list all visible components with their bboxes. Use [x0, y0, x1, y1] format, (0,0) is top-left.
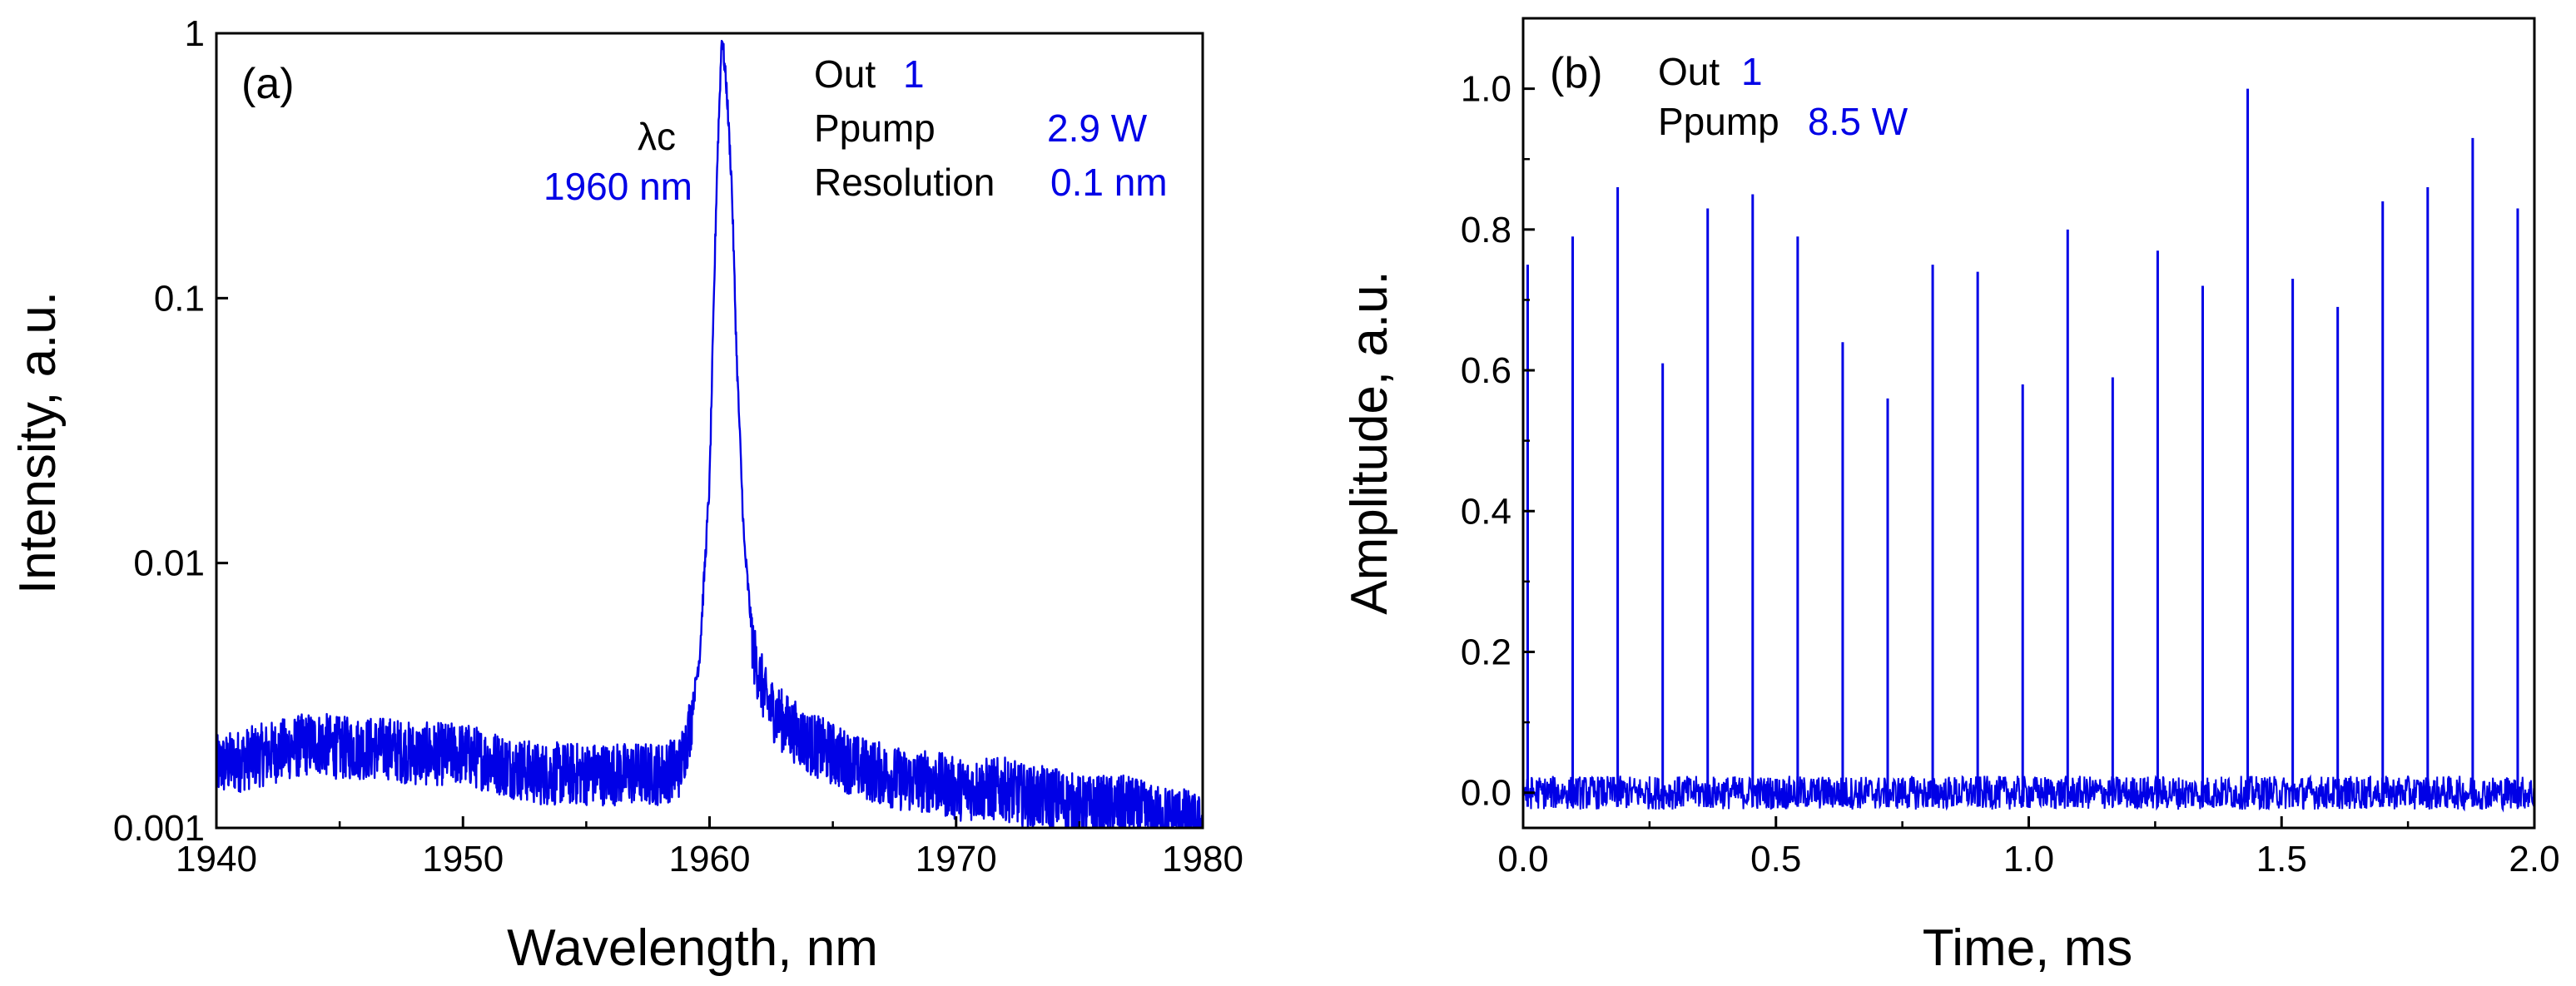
x-tick-label: 1.5 — [2256, 839, 2307, 879]
x-tick-label: 1980 — [1162, 839, 1243, 879]
panel-b-ylabel: Amplitude, a.u. — [1341, 270, 1398, 615]
y-tick-label: 0.01 — [133, 543, 205, 584]
panel-b: 0.0 0.5 1.0 1.5 2.0 0.0 0.2 0.4 0.6 0.8 1.0 (b) T… — [1341, 17, 2560, 977]
resolution-label: Resolution — [814, 161, 995, 204]
y-tick-label: 0.1 — [154, 278, 205, 319]
panel-b-x-ticks: 0.0 0.5 1.0 1.5 2.0 — [1497, 816, 2560, 879]
ppump-label-b: Ppump — [1658, 100, 1779, 143]
out-value-a: 1 — [903, 52, 925, 96]
ppump-value-b: 8.5 W — [1808, 100, 1908, 143]
y-tick-label: 0.6 — [1461, 350, 1511, 391]
panel-a-plot-frame — [215, 32, 1204, 830]
x-tick-label: 1.0 — [2003, 839, 2054, 879]
x-tick-label: 2.0 — [2509, 839, 2559, 879]
resolution-value: 0.1 nm — [1050, 161, 1168, 204]
y-tick-label: 0.4 — [1461, 491, 1511, 532]
x-tick-label: 1950 — [422, 839, 504, 879]
x-tick-label: 0.5 — [1750, 839, 1801, 879]
panel-a-ylabel: Intensity, a.u. — [9, 291, 67, 594]
lambda-c-label: λc — [638, 115, 676, 158]
y-tick-label: 0.2 — [1461, 632, 1511, 672]
panel-b-series-group — [1522, 88, 2535, 813]
y-tick-label: 1.0 — [1461, 69, 1511, 110]
baseline-noise — [1522, 774, 2535, 813]
out-label-b: Out — [1658, 50, 1720, 93]
panel-a-label: (a) — [241, 60, 295, 108]
panel-b-label: (b) — [1550, 49, 1603, 97]
y-tick-label: 0.001 — [113, 808, 205, 849]
y-tick-label: 0.0 — [1461, 773, 1511, 814]
x-tick-label: 1970 — [916, 839, 997, 879]
panel-b-xlabel: Time, ms — [1923, 919, 2133, 977]
panel-a-xlabel: Wavelength, nm — [507, 919, 878, 977]
out-label-a: Out — [814, 52, 876, 96]
x-tick-label: 1960 — [669, 839, 751, 879]
spectrum-line — [215, 39, 1204, 830]
panel-a-x-ticks: 1940 1950 1960 1970 1980 — [176, 816, 1243, 879]
lambda-c-value: 1960 nm — [543, 165, 692, 208]
panel-b-y-ticks: 0.0 0.2 0.4 0.6 0.8 1.0 — [1461, 17, 1535, 814]
panel-a-series-group — [215, 39, 1204, 830]
x-tick-label: 0.0 — [1497, 839, 1548, 879]
y-tick-label: 0.8 — [1461, 210, 1511, 250]
x-tick-label: 1940 — [176, 839, 257, 879]
panel-a: 1940 1950 1960 1970 1980 0.001 0.01 0.1 1 (a) W… — [9, 13, 1243, 977]
out-value-b: 1 — [1741, 50, 1763, 93]
ppump-value-a: 2.9 W — [1047, 107, 1148, 150]
ppump-label-a: Ppump — [814, 107, 936, 150]
panel-a-y-ticks: 0.001 0.01 0.1 1 — [113, 13, 228, 849]
y-tick-label: 1 — [185, 13, 205, 54]
